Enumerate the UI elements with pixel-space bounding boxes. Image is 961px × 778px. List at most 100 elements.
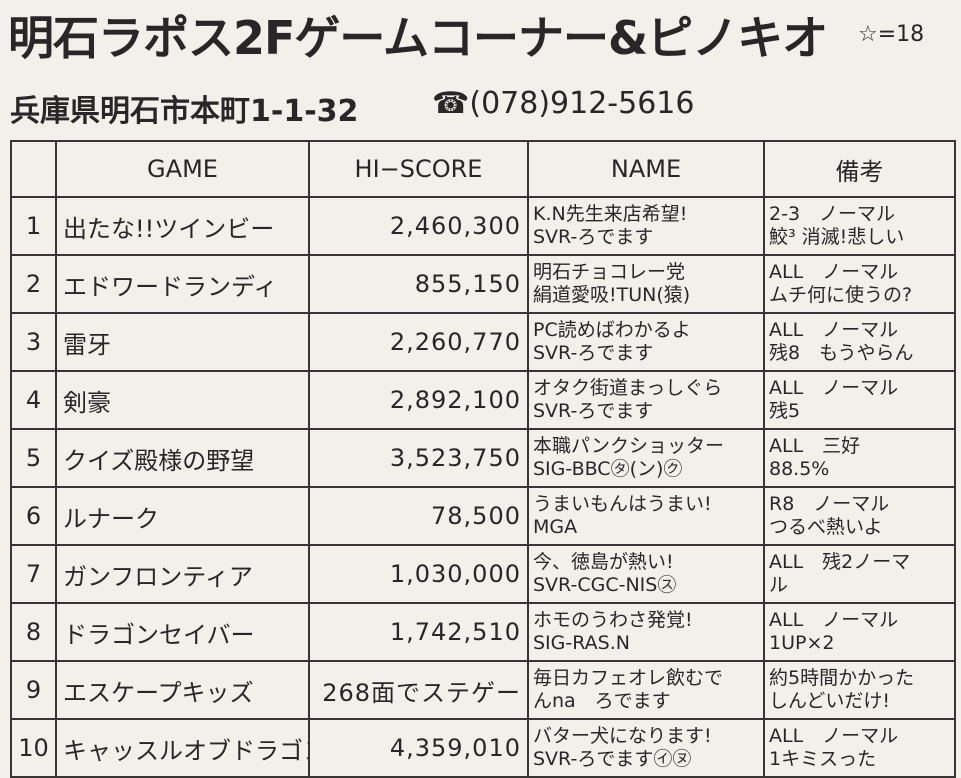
table-cell: うまいもんはうまい! MGA xyxy=(527,486,765,546)
table-cell: 9 xyxy=(10,660,57,720)
table-row: 1 出たな!!ツインビー 2,460,300 K.N先生来店希望! SVR-ろでます 2-… xyxy=(10,196,956,256)
cell-line: ホモのうわさ発覚! xyxy=(533,609,693,631)
table-cell: ALL ノーマル 残8 もうやらん xyxy=(763,312,956,372)
table-cell: 3,523,750 xyxy=(308,428,529,488)
table-body: 1 出たな!!ツインビー 2,460,300 K.N先生来店希望! SVR-ろでます 2-… xyxy=(10,196,956,778)
table-cell: オタク街道まっしぐら SVR-ろでます xyxy=(527,370,765,430)
header-cell xyxy=(10,140,57,198)
table-cell: 4,359,010 xyxy=(308,718,529,778)
table-row: 6 ルナーク 78,500 うまいもんはうまい! MGA R8 ノーマル つるべ熱いよ xyxy=(10,486,956,546)
cell-line: ALL ノーマル xyxy=(769,319,899,341)
table-cell: 剣豪 xyxy=(55,370,310,430)
cell-line: 約5時間かかった xyxy=(769,667,915,689)
table-row: 3 雷牙 2,260,770 PC読めばわかるよ SVR-ろでます ALL ノーマル 残8 … xyxy=(10,312,956,372)
table-row: 7 ガンフロンティア 1,030,000 今、徳島が熱い! SVR-CGC-NIS㋜ AL… xyxy=(10,544,956,604)
table-cell: ALL ノーマル ムチ何に使うの? xyxy=(763,254,956,314)
table-row: 9 エスケープキッズ 268面でステゲー 毎日カフェオレ飲むで んna ろでます 約5時間… xyxy=(10,660,956,720)
table-row: 4 剣豪 2,892,100 オタク街道まっしぐら SVR-ろでます ALL ノーマル 残5 xyxy=(10,370,956,430)
table-cell: 5 xyxy=(10,428,57,488)
table-cell: 4 xyxy=(10,370,57,430)
table-cell: 2 xyxy=(10,254,57,314)
cell-line: SVR-ろでます xyxy=(533,226,654,248)
table-cell: 1,030,000 xyxy=(308,544,529,604)
phone: ☎(078)912-5616 xyxy=(432,86,695,121)
table-cell: ルナーク xyxy=(55,486,310,546)
table-cell: 2,892,100 xyxy=(308,370,529,430)
table-row: 10 キャッスルオブドラゴン 4,359,010 バター犬になります! SVR-ろでます… xyxy=(10,718,956,778)
cell-line: MGA xyxy=(533,516,578,538)
title: 明石ラポス2Fゲームコーナー&ピノキオ xyxy=(8,11,828,65)
table-cell: 78,500 xyxy=(308,486,529,546)
table-cell: ALL 三好 88.5% xyxy=(763,428,956,488)
cell-line: ALL ノーマル xyxy=(769,261,899,283)
header-cell: GAME xyxy=(55,140,310,198)
table-cell: 2,260,770 xyxy=(308,312,529,372)
cell-line: 本職パンクショッター xyxy=(533,435,724,457)
table-cell: 毎日カフェオレ飲むで んna ろでます xyxy=(527,660,765,720)
cell-line: つるべ熱いよ xyxy=(769,516,883,538)
cell-line: バター犬になります! xyxy=(533,725,712,747)
page: 明石ラポス2Fゲームコーナー&ピノキオ ☆=18 兵庫県明石市本町1-1-32 … xyxy=(8,11,956,778)
table-cell: 2,460,300 xyxy=(308,196,529,256)
table-row: 2 エドワードランディ 855,150 明石チョコレー党 絹道愛吸!TUN(猿) ALL … xyxy=(10,254,956,314)
cell-line: オタク街道まっしぐら xyxy=(533,377,723,399)
cell-line: ALL ノーマル xyxy=(769,377,899,399)
table-cell: 2-3 ノーマル 鮫³ 消滅!悲しい xyxy=(763,196,956,256)
cell-line: 毎日カフェオレ飲むで xyxy=(533,667,724,689)
cell-line: 絹道愛吸!TUN(猿) xyxy=(533,284,691,306)
table-cell: バター犬になります! SVR-ろでます㋑㋦ xyxy=(527,718,765,778)
table-cell: 約5時間かかった しんどいだけ! xyxy=(763,660,956,720)
table-cell: 10 xyxy=(10,718,57,778)
cell-line: SIG-BBC㋟(ン)㋗ xyxy=(533,458,683,480)
table-cell: ALL ノーマル 1UP×2 xyxy=(763,602,956,662)
header-cell: NAME xyxy=(527,140,765,198)
cell-line: PC読めばわかるよ xyxy=(533,319,691,341)
cell-line: 今、徳島が熱い! xyxy=(533,551,674,573)
header-row: GAME HI−SCORE NAME 備考 xyxy=(10,140,956,198)
table-cell: 3 xyxy=(10,312,57,372)
table-cell: ホモのうわさ発覚! SIG-RAS.N xyxy=(527,602,765,662)
cell-line: しんどいだけ! xyxy=(769,690,891,712)
table-cell: 1 xyxy=(10,196,57,256)
table-cell: 今、徳島が熱い! SVR-CGC-NIS㋜ xyxy=(527,544,765,604)
cell-line: K.N先生来店希望! xyxy=(533,203,688,225)
cell-line: んna ろでます xyxy=(533,690,671,712)
table-cell: 6 xyxy=(10,486,57,546)
table-cell: 雷牙 xyxy=(55,312,310,372)
table-cell: ALL 残2ノーマル xyxy=(763,544,956,604)
table-cell: 268面でステゲー xyxy=(308,660,529,720)
table-cell: キャッスルオブドラゴン xyxy=(55,718,310,778)
cell-line: SVR-CGC-NIS㋜ xyxy=(533,574,677,596)
stars: ☆=18 xyxy=(858,22,925,47)
table-cell: ドラゴンセイバー xyxy=(55,602,310,662)
table-cell: K.N先生来店希望! SVR-ろでます xyxy=(527,196,765,256)
table-row: 8 ドラゴンセイバー 1,742,510 ホモのうわさ発覚! SIG-RAS.N ALL … xyxy=(10,602,956,662)
table-cell: PC読めばわかるよ SVR-ろでます xyxy=(527,312,765,372)
header-cell: 備考 xyxy=(763,140,956,198)
cell-line: 2-3 ノーマル xyxy=(769,203,896,225)
score-table: GAME HI−SCORE NAME 備考 1 出たな!!ツインビー 2,460,300 K… xyxy=(10,140,956,778)
cell-line: 残5 xyxy=(769,400,801,422)
cell-line: SIG-RAS.N xyxy=(533,632,630,654)
table-cell: クイズ殿様の野望 xyxy=(55,428,310,488)
cell-line: ALL 三好 xyxy=(769,435,861,457)
cell-line: R8 ノーマル xyxy=(769,493,890,515)
address: 兵庫県明石市本町1-1-32 xyxy=(10,94,359,129)
table-cell: 1,742,510 xyxy=(308,602,529,662)
header-cell: HI−SCORE xyxy=(308,140,529,198)
cell-line: 1UP×2 xyxy=(769,632,835,654)
table-cell: ガンフロンティア xyxy=(55,544,310,604)
cell-line: ALL ノーマル xyxy=(769,725,899,747)
cell-line: SVR-ろでます xyxy=(533,400,654,422)
table-cell: 855,150 xyxy=(308,254,529,314)
cell-line: 鮫³ 消滅!悲しい xyxy=(769,226,905,248)
table-cell: エドワードランディ xyxy=(55,254,310,314)
table-cell: ALL ノーマル 残5 xyxy=(763,370,956,430)
cell-line: ル xyxy=(769,574,789,596)
table-cell: 7 xyxy=(10,544,57,604)
cell-line: ALL ノーマル xyxy=(769,609,899,631)
cell-line: うまいもんはうまい! xyxy=(533,493,712,515)
table-row: 5 クイズ殿様の野望 3,523,750 本職パンクショッター SIG-BBC㋟(ン)㋗… xyxy=(10,428,956,488)
cell-line: 明石チョコレー党 xyxy=(533,261,686,283)
table-cell: 出たな!!ツインビー xyxy=(55,196,310,256)
